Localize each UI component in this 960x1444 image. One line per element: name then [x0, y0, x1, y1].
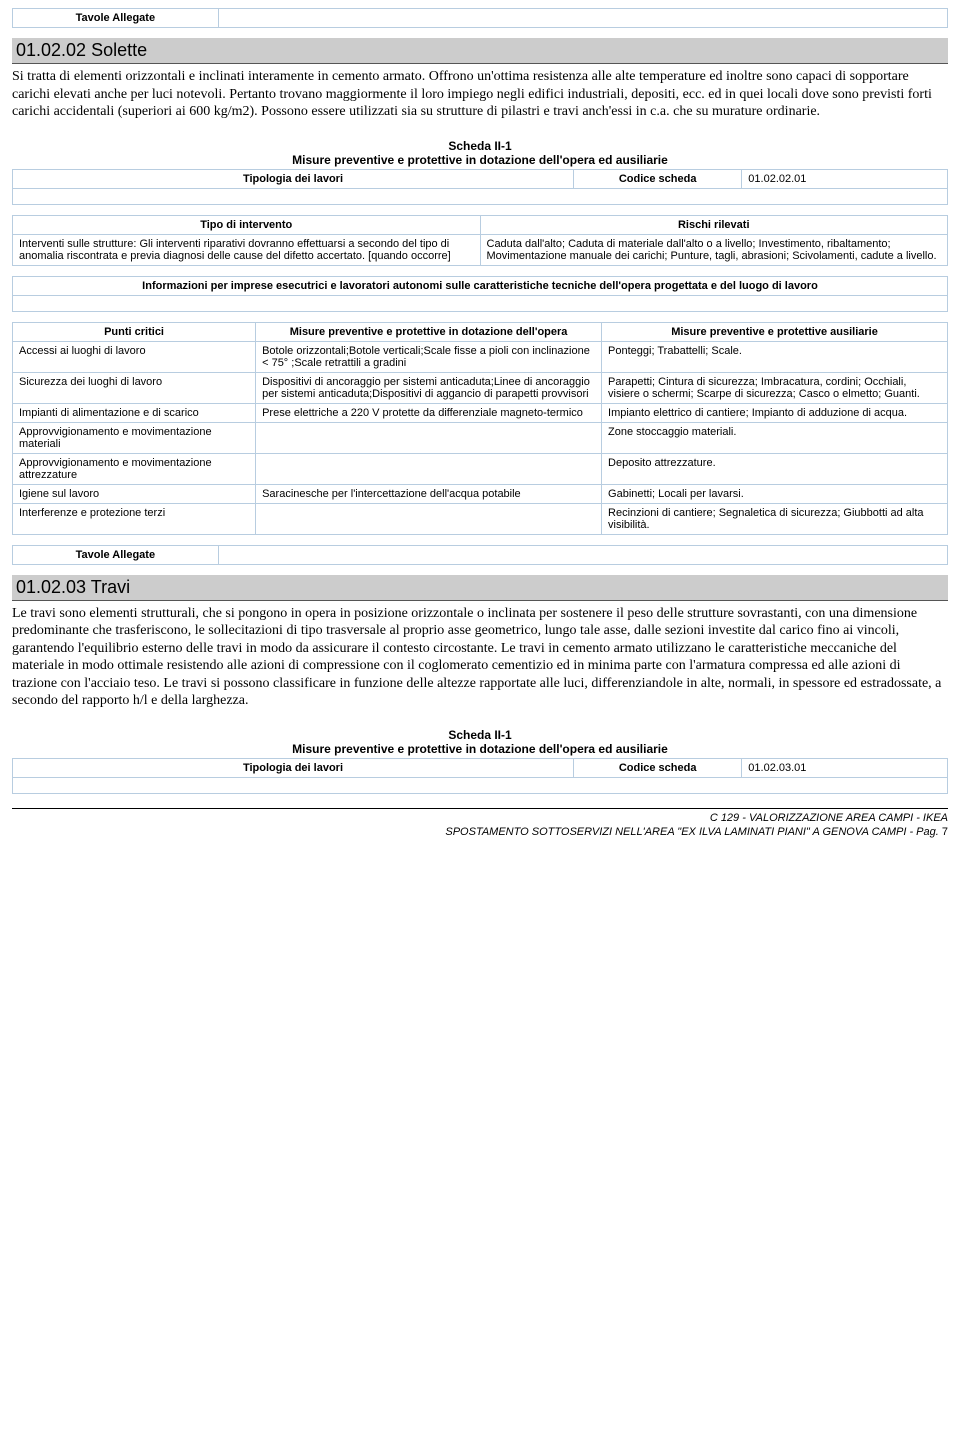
footer-page: 7 — [942, 826, 948, 838]
footer-line2: SPOSTAMENTO SOTTOSERVIZI NELL'AREA "EX I… — [445, 826, 942, 838]
table-tipologia-2: Tipologia dei lavori Codice scheda 01.02… — [12, 758, 948, 794]
scheda-subtitle-1: Misure preventive e protettive in dotazi… — [12, 153, 948, 167]
codice-scheda-label-2: Codice scheda — [574, 758, 742, 777]
table-cell: Sicurezza dei luoghi di lavoro — [13, 372, 256, 403]
footer-divider — [12, 808, 948, 809]
table-cell: Saracinesche per l'intercettazione dell'… — [256, 484, 602, 503]
table-row: Approvvigionamento e movimentazione attr… — [13, 453, 948, 484]
table-cell: Interferenze e protezione terzi — [13, 503, 256, 534]
table-tipo-intervento: Tipo di intervento Rischi rilevati Inter… — [12, 215, 948, 266]
table-row: Impianti di alimentazione e di scaricoPr… — [13, 403, 948, 422]
table-cell — [256, 422, 602, 453]
scheda-subtitle-2: Misure preventive e protettive in dotazi… — [12, 742, 948, 756]
tavole-allegate-label-2: Tavole Allegate — [13, 545, 219, 564]
codice-scheda-value-2: 01.02.03.01 — [742, 758, 948, 777]
table-tipologia-1: Tipologia dei lavori Codice scheda 01.02… — [12, 169, 948, 205]
info-header: Informazioni per imprese esecutrici e la… — [13, 276, 948, 295]
tavole-allegate-top: Tavole Allegate — [12, 8, 948, 28]
scheda-title-2: Scheda II-1 — [12, 728, 948, 742]
page-footer: C 129 - VALORIZZAZIONE AREA CAMPI - IKEA… — [12, 811, 948, 840]
table-cell — [256, 503, 602, 534]
tipo-col2: Rischi rilevati — [480, 215, 948, 234]
info-empty-row — [13, 295, 948, 311]
table-row: Accessi ai luoghi di lavoroBotole orizzo… — [13, 341, 948, 372]
punti-h3: Misure preventive e protettive ausiliari… — [602, 322, 948, 341]
table-cell: Impianti di alimentazione e di scarico — [13, 403, 256, 422]
section-body-solette: Si tratta di elementi orizzontali e incl… — [12, 68, 948, 121]
tipologia-empty-row-2 — [13, 777, 948, 793]
section-heading-travi: 01.02.03 Travi — [12, 575, 948, 601]
table-cell: Deposito attrezzature. — [602, 453, 948, 484]
table-cell: Parapetti; Cintura di sicurezza; Imbraca… — [602, 372, 948, 403]
table-cell: Approvvigionamento e movimentazione mate… — [13, 422, 256, 453]
table-cell — [256, 453, 602, 484]
section-body-travi: Le travi sono elementi strutturali, che … — [12, 605, 948, 710]
table-cell: Accessi ai luoghi di lavoro — [13, 341, 256, 372]
table-row: Igiene sul lavoroSaracinesche per l'inte… — [13, 484, 948, 503]
section-heading-solette: 01.02.02 Solette — [12, 38, 948, 64]
table-info: Informazioni per imprese esecutrici e la… — [12, 276, 948, 312]
tipologia-label-2: Tipologia dei lavori — [13, 758, 574, 777]
table-cell: Approvvigionamento e movimentazione attr… — [13, 453, 256, 484]
tipo-cell2: Caduta dall'alto; Caduta di materiale da… — [480, 234, 948, 265]
table-cell: Zone stoccaggio materiali. — [602, 422, 948, 453]
table-cell: Gabinetti; Locali per lavarsi. — [602, 484, 948, 503]
punti-h2: Misure preventive e protettive in dotazi… — [256, 322, 602, 341]
table-cell: Dispositivi di ancoraggio per sistemi an… — [256, 372, 602, 403]
tipo-col1: Tipo di intervento — [13, 215, 481, 234]
codice-scheda-value-1: 01.02.02.01 — [742, 169, 948, 188]
table-cell: Impianto elettrico di cantiere; Impianto… — [602, 403, 948, 422]
table-cell: Recinzioni di cantiere; Segnaletica di s… — [602, 503, 948, 534]
table-cell: Igiene sul lavoro — [13, 484, 256, 503]
tipo-cell1: Interventi sulle strutture: Gli interven… — [13, 234, 481, 265]
table-cell: Ponteggi; Trabattelli; Scale. — [602, 341, 948, 372]
tavole-allegate-label: Tavole Allegate — [13, 9, 219, 28]
tavole-allegate-empty-2 — [218, 545, 947, 564]
footer-line1: C 129 - VALORIZZAZIONE AREA CAMPI - IKEA — [710, 812, 948, 824]
table-row: Approvvigionamento e movimentazione mate… — [13, 422, 948, 453]
table-cell: Botole orizzontali;Botole verticali;Scal… — [256, 341, 602, 372]
tipologia-empty-row — [13, 188, 948, 204]
tipologia-label: Tipologia dei lavori — [13, 169, 574, 188]
table-row: Sicurezza dei luoghi di lavoroDispositiv… — [13, 372, 948, 403]
table-row: Interferenze e protezione terzi Recinzion… — [13, 503, 948, 534]
table-punti-critici: Punti critici Misure preventive e protet… — [12, 322, 948, 535]
punti-h1: Punti critici — [13, 322, 256, 341]
scheda-title-1: Scheda II-1 — [12, 139, 948, 153]
tavole-allegate-bottom: Tavole Allegate — [12, 545, 948, 565]
codice-scheda-label: Codice scheda — [574, 169, 742, 188]
table-cell: Prese elettriche a 220 V protette da dif… — [256, 403, 602, 422]
tavole-allegate-empty — [218, 9, 947, 28]
